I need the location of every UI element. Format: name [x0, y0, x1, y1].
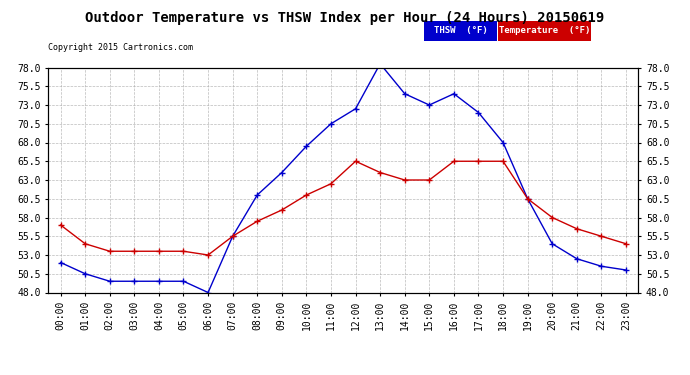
Text: THSW  (°F): THSW (°F) [434, 26, 487, 36]
Text: Temperature  (°F): Temperature (°F) [499, 26, 591, 36]
Text: Copyright 2015 Cartronics.com: Copyright 2015 Cartronics.com [48, 43, 193, 52]
Text: Outdoor Temperature vs THSW Index per Hour (24 Hours) 20150619: Outdoor Temperature vs THSW Index per Ho… [86, 11, 604, 25]
